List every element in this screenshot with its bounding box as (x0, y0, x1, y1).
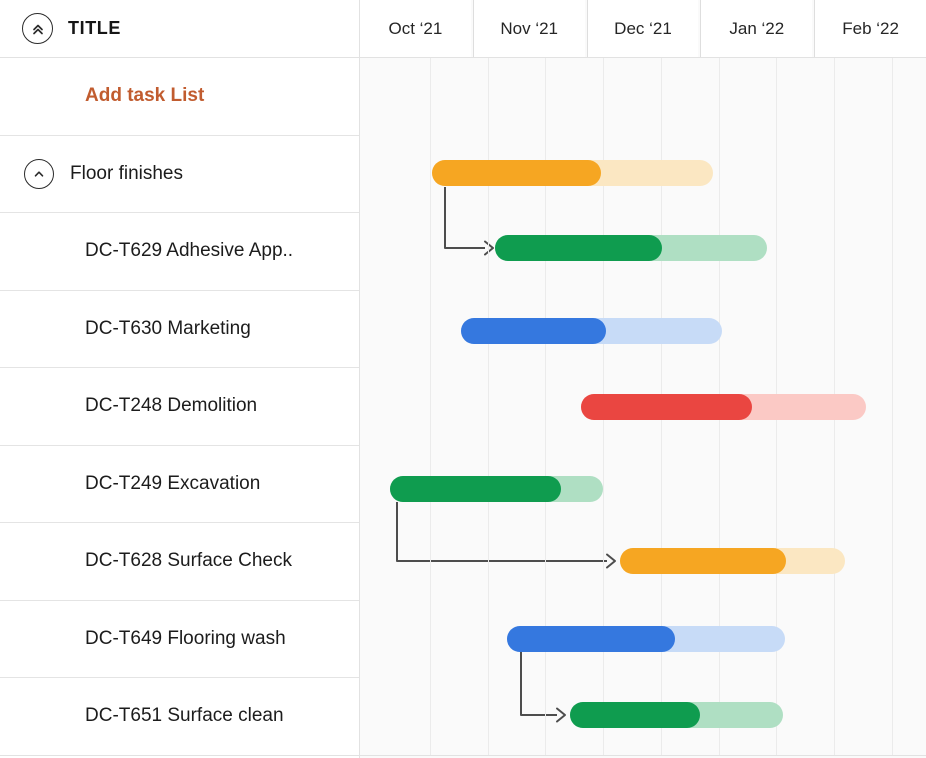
gantt-bar-progress (495, 235, 662, 261)
gridline (487, 58, 489, 755)
task-row[interactable]: DC-T249 Excavation (0, 445, 359, 523)
gantt-bar[interactable] (461, 318, 722, 344)
month-cell: Jan ‘22 (700, 0, 813, 57)
gantt-bar-progress (390, 476, 561, 502)
sidebar-header: TITLE (0, 0, 359, 58)
gantt-chart-area: Oct ‘21 Nov ‘21 Dec ‘21 Jan ‘22 Feb ‘22 (360, 0, 926, 758)
gantt-bar[interactable] (620, 548, 845, 574)
gridline (545, 58, 547, 755)
row-label: DC-T629 Adhesive App.. (85, 240, 294, 262)
row-label: DC-T628 Surface Check (85, 550, 292, 572)
row-label: DC-T249 Excavation (85, 472, 261, 494)
gantt-bar-progress (581, 394, 752, 420)
task-row[interactable]: DC-T628 Surface Check (0, 523, 359, 601)
dependency-line (444, 187, 485, 249)
dependency-line (520, 652, 557, 716)
arrowhead-icon (556, 707, 566, 723)
gantt-bar-progress (432, 160, 601, 186)
arrowhead-icon (606, 553, 616, 569)
collapse-all-icon[interactable] (22, 13, 53, 44)
row-label: DC-T248 Demolition (85, 395, 258, 417)
task-row[interactable]: DC-T630 Marketing (0, 290, 359, 368)
task-row[interactable]: DC-T629 Adhesive App.. (0, 213, 359, 291)
gantt-bar[interactable] (432, 160, 713, 186)
row-label: DC-T651 Surface clean (85, 705, 284, 727)
add-task-list-button[interactable]: Add task List (0, 58, 359, 136)
gantt-bar[interactable] (581, 394, 866, 420)
gantt-bar[interactable] (390, 476, 603, 502)
dependency-line (396, 502, 607, 562)
gantt-bar-progress (570, 702, 700, 728)
gantt-bar[interactable] (495, 235, 767, 261)
gantt-bar-progress (461, 318, 606, 344)
task-row[interactable]: DC-T651 Surface clean (0, 678, 359, 756)
bottom-border (0, 755, 926, 756)
collapse-group-icon[interactable] (24, 158, 54, 189)
task-group-row[interactable]: Floor finishes (0, 135, 359, 213)
task-row[interactable]: DC-T649 Flooring wash (0, 600, 359, 678)
arrowhead-icon (484, 240, 494, 256)
gantt-bar[interactable] (570, 702, 783, 728)
row-label: DC-T630 Marketing (85, 317, 251, 339)
page-title: TITLE (68, 18, 121, 38)
gantt-bar-progress (507, 626, 675, 652)
task-row[interactable]: DC-T248 Demolition (0, 368, 359, 446)
month-cell: Oct ‘21 (360, 0, 471, 57)
gridline (430, 58, 431, 755)
gantt-chart-body (360, 58, 926, 755)
gantt-bar-progress (620, 548, 786, 574)
row-label: DC-T649 Flooring wash (85, 627, 286, 649)
month-cell: Dec ‘21 (586, 0, 699, 57)
task-sidebar: TITLE Add task List Floor finishes DC-T629… (0, 0, 360, 758)
timeline-month-header: Oct ‘21 Nov ‘21 Dec ‘21 Jan ‘22 Feb ‘22 (360, 0, 926, 58)
gridline (891, 58, 893, 755)
row-label: Add task List (85, 85, 205, 107)
month-cell: Feb ‘22 (814, 0, 926, 57)
gantt-bar[interactable] (507, 626, 785, 652)
row-label: Floor finishes (70, 162, 183, 184)
month-cell: Nov ‘21 (472, 0, 585, 57)
